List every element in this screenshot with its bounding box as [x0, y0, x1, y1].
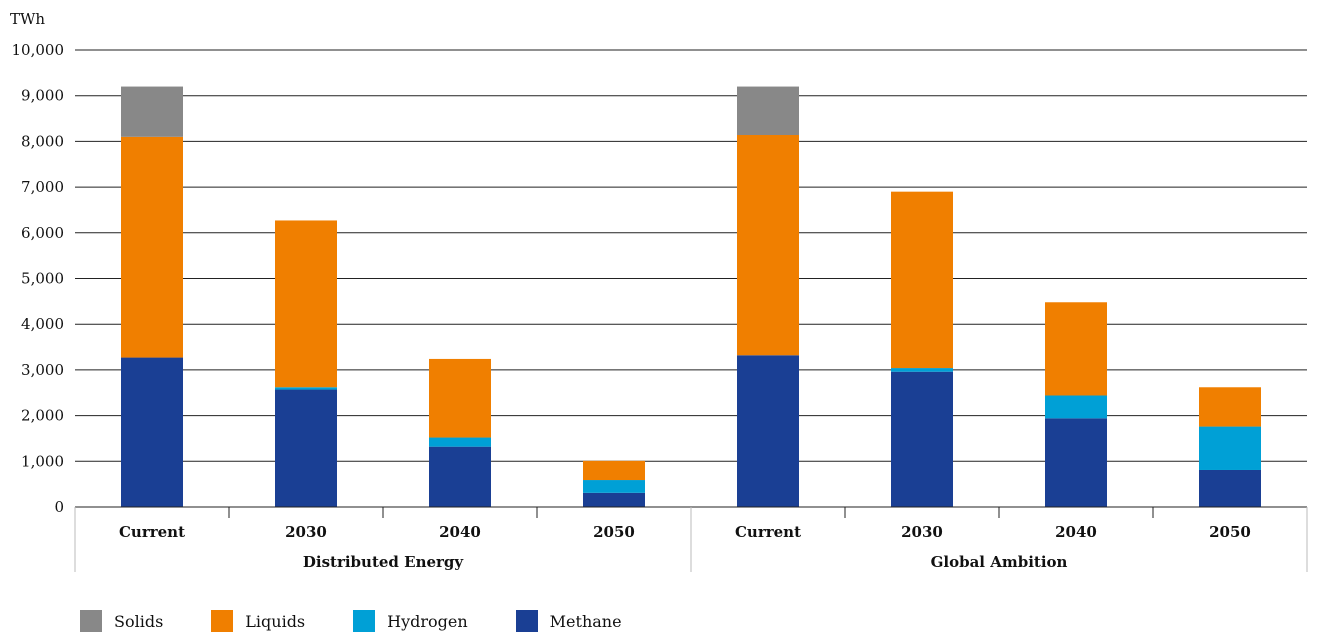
y-tick-label: 9,000 [21, 87, 64, 105]
legend-label: Solids [114, 611, 164, 631]
bar-segment-solids [737, 86, 799, 136]
y-tick-label: 2,000 [21, 407, 64, 425]
group-label: Global Ambition [931, 553, 1068, 571]
y-tick-label: 10,000 [12, 41, 65, 59]
legend-swatch [80, 610, 102, 632]
bars [121, 86, 1261, 507]
x-tick-label: 2040 [439, 523, 481, 541]
bar-segment-methane [583, 492, 645, 507]
bar-segment-solids [121, 86, 183, 137]
y-tick-label: 6,000 [21, 224, 64, 242]
bar-segment-methane [275, 389, 337, 507]
legend-swatch [211, 610, 234, 632]
stacked-bar-chart: 0 1,000 2,000 3,000 4,000 5,000 6,000 7,000 8,00… [10, 10, 1308, 572]
y-tick-label: 0 [54, 498, 64, 516]
bar-segment-liquids [583, 460, 645, 481]
bar-segment-liquids [1045, 302, 1107, 396]
bar-segment-hydrogen [583, 480, 645, 493]
legend-swatch [515, 610, 538, 632]
x-tick-label: Current [119, 523, 185, 541]
bar-segment-liquids [891, 191, 953, 369]
x-tick-label: Current [735, 523, 801, 541]
x-tick-label: 2030 [285, 523, 327, 541]
bar-segment-liquids [737, 135, 799, 356]
bar-segment-hydrogen [891, 368, 953, 372]
bar-segment-hydrogen [429, 437, 491, 447]
y-tick-label: 8,000 [21, 132, 64, 150]
y-tick-label: 5,000 [21, 270, 64, 288]
bar-segment-hydrogen [1045, 395, 1107, 419]
x-tick-label: 2030 [901, 523, 943, 541]
y-tick-label: 1,000 [21, 452, 64, 470]
bar-segment-methane [737, 355, 799, 507]
bar-segment-liquids [1199, 387, 1261, 427]
bar-segment-liquids [429, 358, 491, 438]
legend-item-solids: Solids [80, 610, 163, 632]
legend-item-hydrogen: Hydrogen [353, 610, 468, 632]
bar-segment-methane [1045, 418, 1107, 507]
x-tick-label: 2040 [1055, 523, 1097, 541]
bar-segment-hydrogen [275, 387, 337, 390]
y-axis-label: TWh [10, 10, 45, 28]
x-tick-label: 2050 [593, 523, 635, 541]
group-label: Distributed Energy [303, 553, 465, 571]
x-tick-label: 2050 [1209, 523, 1251, 541]
legend-swatch [353, 610, 376, 632]
legend: Solids Liquids Hydrogen Methane [80, 610, 670, 632]
bar-segment-liquids [275, 220, 337, 388]
y-tick-label: 4,000 [21, 315, 64, 333]
legend-item-methane: Methane [515, 610, 622, 632]
legend-label: Hydrogen [387, 611, 468, 631]
legend-item-liquids: Liquids [211, 610, 305, 632]
y-tick-label: 3,000 [21, 361, 64, 379]
legend-label: Liquids [245, 611, 306, 631]
bar-segment-methane [121, 357, 183, 507]
gridlines [75, 49, 1307, 462]
y-axis: 0 1,000 2,000 3,000 4,000 5,000 6,000 7,000 8,00… [12, 41, 65, 516]
bar-segment-methane [429, 446, 491, 507]
bar-segment-hydrogen [1199, 426, 1261, 470]
y-tick-label: 7,000 [21, 178, 64, 196]
bar-segment-liquids [121, 136, 183, 358]
legend-label: Methane [549, 611, 622, 631]
bar-segment-methane [1199, 469, 1261, 507]
x-axis: Current 2030 2040 2050 Current 2030 2040 2050 Di… [74, 506, 1308, 572]
bar-segment-methane [891, 371, 953, 507]
